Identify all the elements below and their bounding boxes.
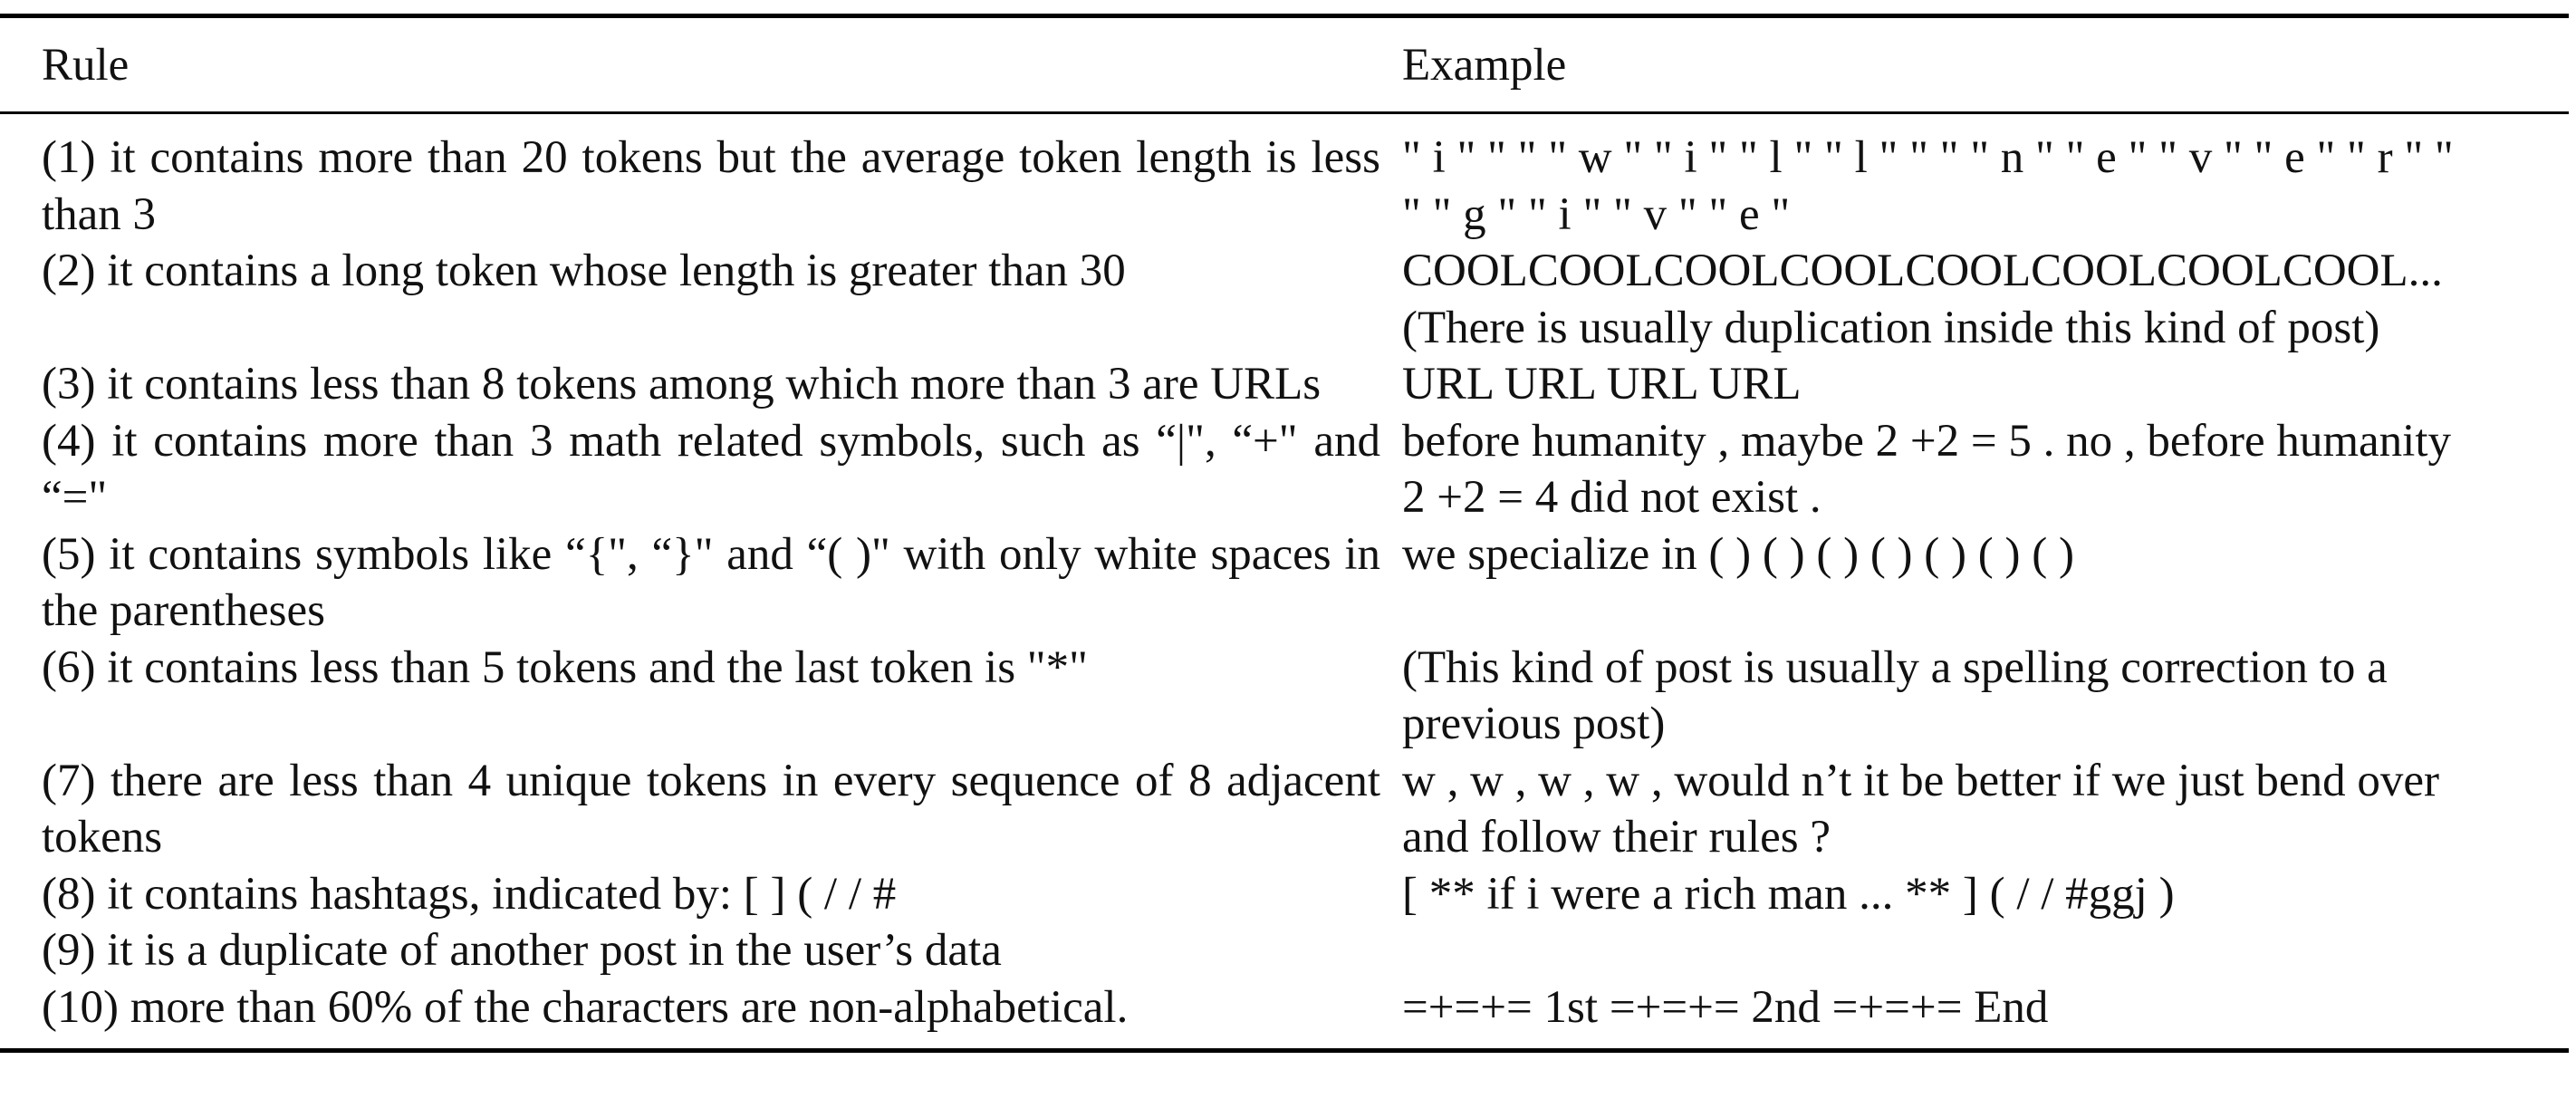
example-cell: before humanity , maybe 2 +2 = 5 . no , … bbox=[1402, 413, 2569, 526]
example-cell bbox=[1402, 922, 2569, 979]
table-row: (7) there are less than 4 unique tokens … bbox=[0, 753, 2569, 866]
rule-cell: (9) it is a duplicate of another post in… bbox=[42, 925, 1002, 976]
rule-cell: (4) it contains more than 3 math related… bbox=[42, 415, 1380, 524]
example-line: before humanity , maybe 2 +2 = 5 . no , … bbox=[1402, 415, 2451, 467]
example-line: =+=+= 1st =+=+= 2nd =+=+= End bbox=[1402, 981, 2049, 1033]
example-cell: (This kind of post is usually a spelling… bbox=[1402, 640, 2569, 753]
example-cell: " i " " " " w " " i " " l " " l " " " " … bbox=[1402, 130, 2569, 243]
table-row: (2) it contains a long token whose lengt… bbox=[0, 243, 2569, 356]
example-line: w , w , w , w , would n’t it be better i… bbox=[1402, 755, 2439, 806]
header-example: Example bbox=[1402, 39, 1567, 91]
rule-cell: (7) there are less than 4 unique tokens … bbox=[42, 755, 1380, 863]
table-row: (8) it contains hashtags, indicated by: … bbox=[0, 866, 2569, 923]
example-cell: URL URL URL URL bbox=[1402, 356, 2569, 413]
table-body: (1) it contains more than 20 tokens but … bbox=[0, 114, 2569, 1036]
rule-cell: (8) it contains hashtags, indicated by: … bbox=[42, 868, 897, 920]
table-row: (3) it contains less than 8 tokens among… bbox=[0, 356, 2569, 413]
example-cell: we specialize in ( ) ( ) ( ) ( ) ( ) ( )… bbox=[1402, 526, 2569, 640]
rule-cell: (1) it contains more than 20 tokens but … bbox=[42, 132, 1380, 240]
table-header-row: Rule Example bbox=[0, 18, 2569, 111]
example-line: " i " " " " w " " i " " l " " l " " " " … bbox=[1402, 132, 2454, 183]
example-cell: [ ** if i were a rich man ... ** ] ( / /… bbox=[1402, 866, 2569, 923]
example-line: and follow their rules ? bbox=[1402, 812, 1831, 863]
example-line: we specialize in ( ) ( ) ( ) ( ) ( ) ( )… bbox=[1402, 528, 2074, 580]
rule-cell: (6) it contains less than 5 tokens and t… bbox=[42, 641, 1088, 693]
example-line: COOLCOOLCOOLCOOLCOOLCOOLCOOLCOOL... bbox=[1402, 246, 2443, 296]
table-header-rule bbox=[0, 111, 2569, 114]
table-top-rule bbox=[0, 14, 2569, 18]
rule-cell: (5) it contains symbols like “{", “}" an… bbox=[42, 528, 1380, 637]
example-line: (There is usually duplication inside thi… bbox=[1402, 302, 2380, 353]
table-bottom-rule bbox=[0, 1048, 2569, 1053]
header-rule: Rule bbox=[42, 39, 130, 91]
rule-cell: (10) more than 60% of the characters are… bbox=[42, 981, 1129, 1033]
example-cell: w , w , w , w , would n’t it be better i… bbox=[1402, 753, 2569, 866]
table-row: (1) it contains more than 20 tokens but … bbox=[0, 130, 2569, 243]
example-line: URL URL URL URL bbox=[1402, 359, 1802, 410]
table-row: (9) it is a duplicate of another post in… bbox=[0, 922, 2569, 979]
example-line: previous post) bbox=[1402, 699, 1666, 749]
example-line: (This kind of post is usually a spelling… bbox=[1402, 641, 2388, 693]
table-row: (10) more than 60% of the characters are… bbox=[0, 979, 2569, 1036]
table-row: (5) it contains symbols like “{", “}" an… bbox=[0, 526, 2569, 640]
example-line: 2 +2 = 4 did not exist . bbox=[1402, 472, 1821, 523]
rule-cell: (2) it contains a long token whose lengt… bbox=[42, 246, 1126, 296]
example-cell: =+=+= 1st =+=+= 2nd =+=+= End bbox=[1402, 979, 2569, 1036]
table-row: (4) it contains more than 3 math related… bbox=[0, 413, 2569, 526]
example-line: " " g " " i " " v " " e " bbox=[1402, 188, 1791, 240]
example-line: [ ** if i were a rich man ... ** ] ( / /… bbox=[1402, 868, 2175, 920]
example-cell: COOLCOOLCOOLCOOLCOOLCOOLCOOLCOOL... (The… bbox=[1402, 243, 2569, 356]
rule-cell: (3) it contains less than 8 tokens among… bbox=[42, 359, 1322, 410]
rules-table: Rule Example (1) it contains more than 2… bbox=[0, 14, 2569, 1053]
table-row: (6) it contains less than 5 tokens and t… bbox=[0, 640, 2569, 753]
